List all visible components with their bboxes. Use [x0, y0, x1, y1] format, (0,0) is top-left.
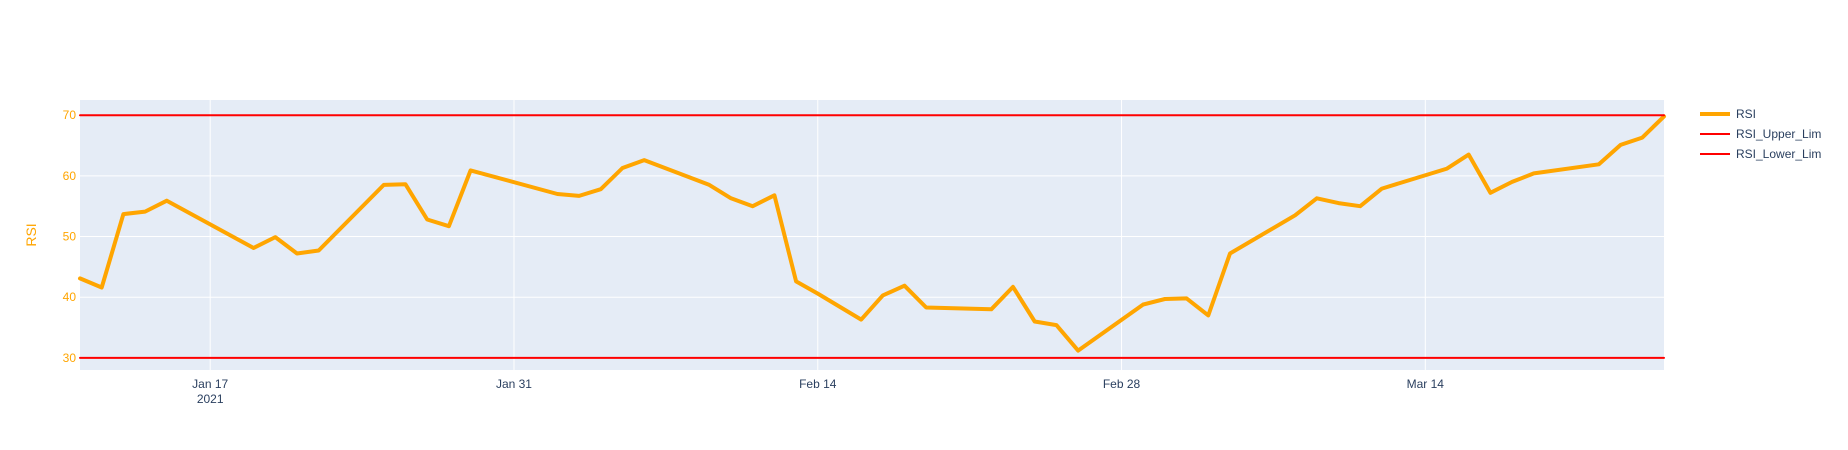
y-axis-label: RSI [23, 223, 39, 246]
x-tick-label: Jan 31 [496, 377, 532, 391]
x-tick-sublabel: 2021 [197, 392, 224, 406]
legend-label: RSI_Lower_Lim [1736, 147, 1821, 161]
legend-label: RSI [1736, 107, 1756, 121]
x-tick-label: Mar 14 [1407, 377, 1445, 391]
legend-item-rsi-upper-lim[interactable]: RSI_Upper_Lim [1700, 127, 1821, 141]
y-axis-ticks: 30 40 50 60 70 [63, 108, 77, 365]
plot-background [80, 100, 1664, 370]
legend-item-rsi[interactable]: RSI [1700, 107, 1756, 121]
x-tick-label: Feb 14 [799, 377, 837, 391]
x-tick-label: Feb 28 [1103, 377, 1141, 391]
y-tick-label: 50 [63, 230, 77, 244]
series-line-rsi [78, 114, 1666, 353]
y-tick-label: 60 [63, 169, 77, 183]
legend-label: RSI_Upper_Lim [1736, 127, 1821, 141]
y-tick-label: 30 [63, 351, 77, 365]
legend[interactable]: RSI RSI_Upper_Lim RSI_Lower_Lim [1700, 107, 1821, 161]
y-tick-label: 70 [63, 108, 77, 122]
series-lines [78, 114, 1666, 359]
x-tick-label: Jan 17 [192, 377, 228, 391]
legend-item-rsi-lower-lim[interactable]: RSI_Lower_Lim [1700, 147, 1821, 161]
y-tick-label: 40 [63, 290, 77, 304]
